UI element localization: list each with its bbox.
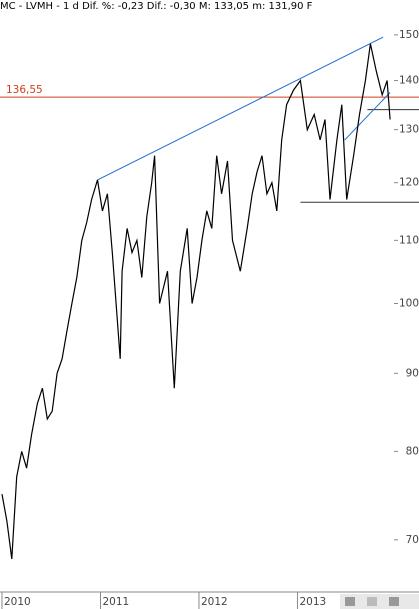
trend-line: [97, 36, 384, 181]
horizontal-line-label: 136,55: [6, 84, 43, 96]
price-line: [1, 43, 391, 560]
y-tick-label: 150: [399, 29, 419, 41]
tool-icon[interactable]: [367, 597, 377, 606]
x-tick-label: 2010: [4, 596, 31, 608]
tool-icon[interactable]: [345, 597, 355, 606]
y-tick-label: 70: [406, 534, 419, 546]
y-tick-label: 120: [399, 177, 419, 189]
y-tick-label: 110: [399, 234, 419, 246]
tool-icon[interactable]: [389, 597, 399, 606]
y-tick-label: 90: [406, 367, 419, 379]
x-tick-label: 2012: [201, 596, 228, 608]
x-tick-label: 2011: [102, 596, 129, 608]
toolbar[interactable]: [340, 594, 419, 609]
y-tick-label: 100: [399, 298, 419, 310]
trend-line: [344, 92, 391, 141]
chart-title: MC - LVMH - 1 d Dif. %: -0,23 Dif.: -0,3…: [0, 1, 313, 12]
x-tick-label: 2013: [299, 596, 326, 608]
y-tick-label: 80: [406, 445, 419, 457]
y-tick-label: 130: [399, 124, 419, 136]
y-tick-label: 140: [399, 75, 419, 87]
